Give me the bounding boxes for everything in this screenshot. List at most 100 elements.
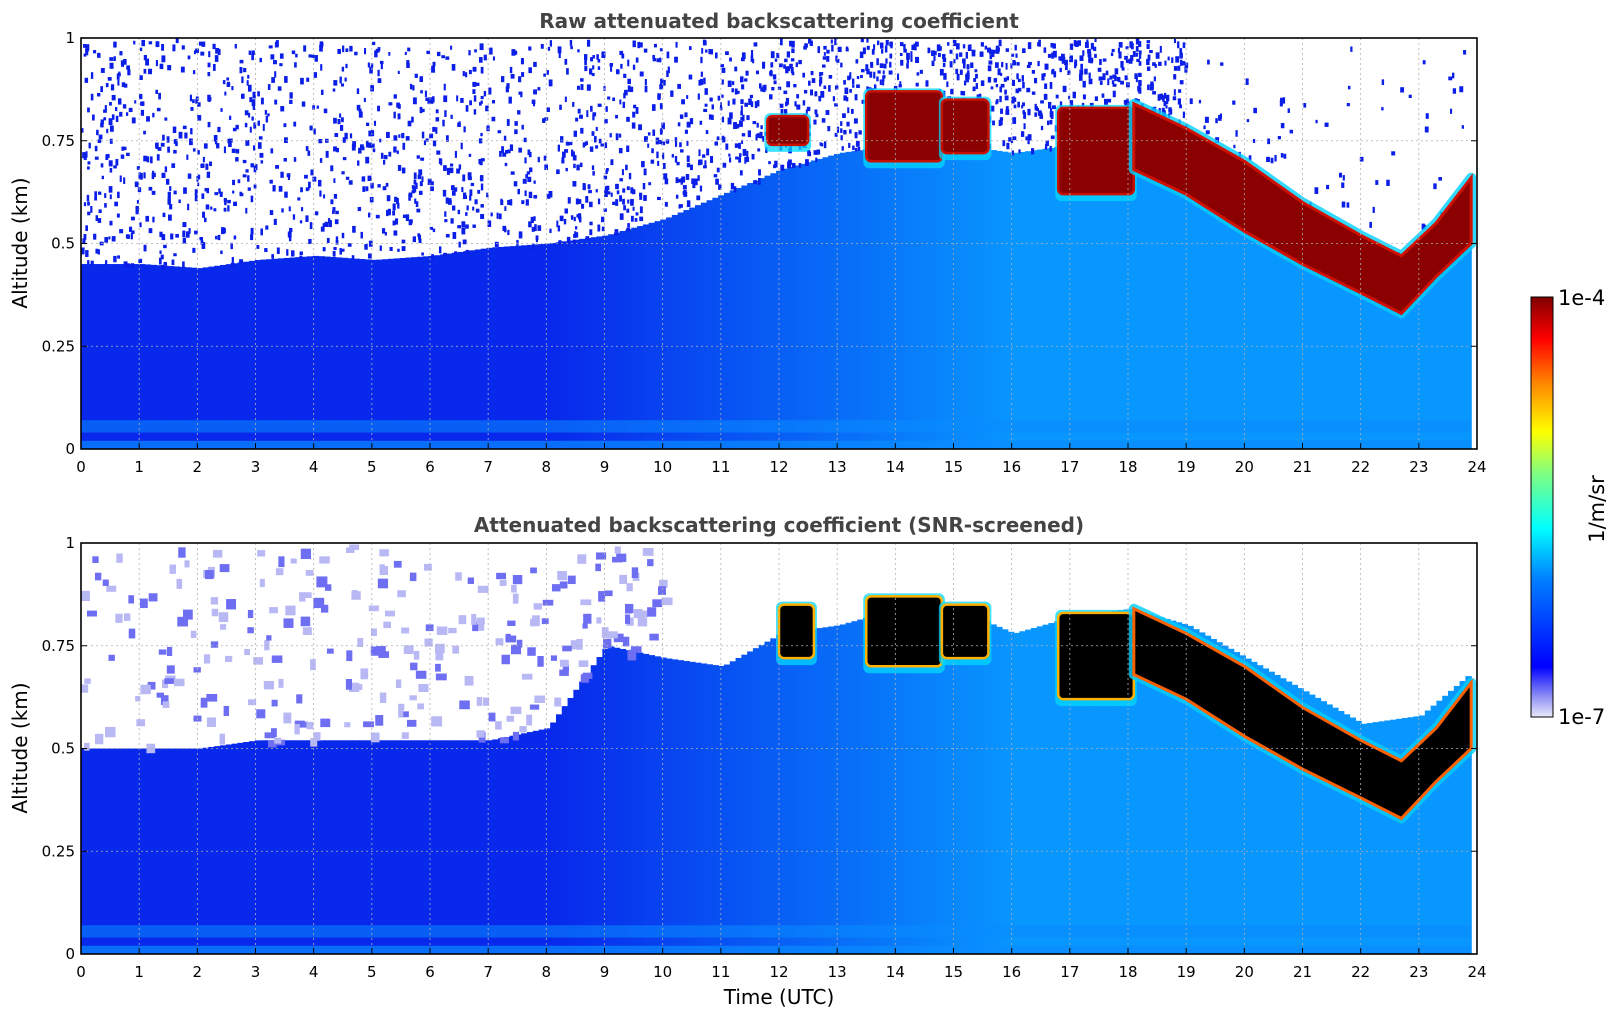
noise-speckle — [587, 184, 591, 190]
aerosol-column — [515, 245, 522, 449]
aerosol-column — [839, 624, 847, 954]
noise-speckle — [175, 38, 179, 44]
noise-speckle — [435, 117, 440, 122]
noise-speckle — [518, 147, 522, 153]
aerosol-column — [1030, 150, 1038, 449]
aerosol-column — [451, 740, 459, 954]
aerosol-column — [196, 748, 204, 954]
aerosol-column — [1141, 133, 1148, 449]
noise-speckle — [903, 43, 906, 50]
aerosol-column — [138, 264, 146, 449]
noise-speckle — [373, 120, 377, 126]
noise-speckle — [511, 49, 516, 56]
aerosol-column — [990, 624, 997, 954]
noise-speckle — [518, 231, 523, 239]
aerosol-column — [845, 151, 852, 449]
noise-speckle — [750, 55, 754, 62]
noise-speckle — [88, 142, 91, 149]
aerosol-column — [880, 612, 887, 954]
aerosol-column — [254, 740, 262, 954]
y-tick-label: 0.5 — [51, 740, 75, 758]
noise-speckle — [476, 730, 485, 738]
noise-speckle — [319, 158, 323, 163]
noise-speckle — [431, 69, 436, 73]
aerosol-column — [1262, 201, 1270, 449]
x-tick-label: 23 — [1409, 963, 1428, 981]
noise-speckle — [379, 692, 387, 704]
noise-speckle — [616, 553, 627, 562]
noise-speckle — [226, 82, 231, 88]
noise-speckle — [709, 156, 714, 163]
noise-speckle — [249, 126, 252, 133]
noise-speckle — [449, 167, 454, 174]
aerosol-column — [550, 722, 557, 954]
noise-speckle — [881, 49, 884, 54]
noise-speckle — [546, 194, 550, 198]
noise-speckle — [81, 590, 90, 602]
noise-speckle — [396, 102, 400, 108]
noise-speckle — [532, 243, 535, 251]
noise-speckle — [1169, 109, 1173, 115]
noise-speckle — [1021, 104, 1024, 109]
noise-speckle — [681, 176, 686, 183]
aerosol-column — [266, 740, 273, 954]
noise-speckle — [627, 649, 637, 661]
noise-speckle — [444, 211, 447, 217]
x-tick-label: 22 — [1351, 458, 1370, 476]
noise-speckle — [507, 199, 511, 205]
x-tick-label: 19 — [1177, 963, 1196, 981]
noise-speckle — [98, 134, 103, 140]
noise-speckle — [606, 185, 610, 191]
noise-speckle — [187, 55, 191, 60]
noise-speckle — [210, 597, 219, 605]
aerosol-column — [248, 260, 256, 449]
noise-speckle — [421, 131, 425, 139]
noise-speckle — [370, 628, 377, 637]
noise-speckle — [345, 63, 348, 69]
noise-speckle — [973, 78, 977, 82]
aerosol-column — [666, 217, 673, 449]
noise-speckle — [398, 709, 404, 718]
noise-speckle — [405, 214, 410, 222]
noise-speckle — [454, 251, 458, 255]
noise-speckle — [1049, 111, 1054, 118]
noise-speckle — [564, 149, 569, 153]
noise-speckle — [666, 70, 669, 78]
noise-speckle — [316, 576, 328, 588]
noise-speckle — [736, 123, 740, 129]
noise-speckle — [597, 58, 601, 63]
noise-speckle — [252, 104, 256, 110]
aerosol-column — [266, 259, 273, 449]
noise-speckle — [1015, 53, 1018, 58]
noise-speckle — [1072, 91, 1076, 99]
noise-speckle — [675, 194, 679, 199]
noise-speckle — [100, 122, 104, 128]
noise-speckle — [214, 192, 219, 196]
noise-speckle — [334, 133, 339, 137]
noise-speckle — [575, 117, 579, 122]
noise-speckle — [559, 104, 562, 110]
noise-speckle — [472, 89, 476, 94]
noise-speckle — [214, 55, 219, 62]
aerosol-column — [694, 205, 702, 449]
noise-speckle — [96, 92, 101, 97]
noise-speckle — [502, 225, 507, 232]
noise-speckle — [1346, 103, 1350, 107]
noise-speckle — [172, 44, 176, 52]
noise-speckle — [506, 715, 514, 722]
aerosol-column — [1262, 668, 1270, 954]
noise-speckle — [469, 194, 472, 201]
aerosol-column — [1436, 242, 1443, 449]
noise-speckle — [363, 721, 374, 728]
aerosol-column — [1390, 264, 1397, 449]
noise-speckle — [637, 617, 648, 627]
noise-speckle — [398, 134, 401, 138]
noise-speckle — [483, 54, 487, 61]
aerosol-column — [1332, 707, 1339, 954]
noise-speckle — [1173, 66, 1178, 71]
noise-speckle — [479, 57, 483, 63]
noise-speckle — [1021, 75, 1024, 82]
noise-speckle — [167, 191, 171, 199]
noise-speckle — [148, 593, 158, 602]
noise-speckle — [398, 703, 405, 711]
